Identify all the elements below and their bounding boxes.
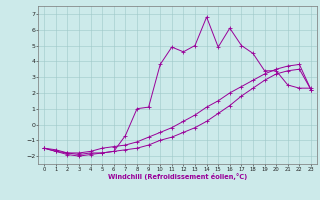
X-axis label: Windchill (Refroidissement éolien,°C): Windchill (Refroidissement éolien,°C) [108,173,247,180]
